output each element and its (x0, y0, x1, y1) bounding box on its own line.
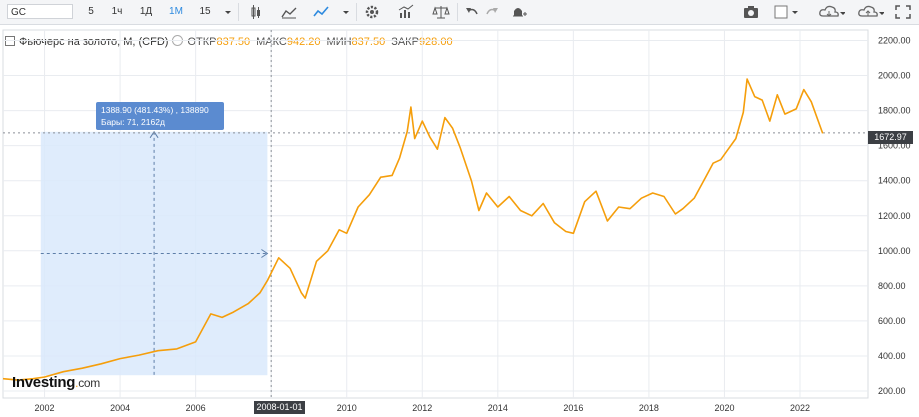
bar-count[interactable]: 15 (199, 6, 211, 17)
x-tick-label: 2018 (639, 403, 659, 413)
logo-suffix: com (78, 376, 100, 390)
x-tick-label: 2022 (790, 403, 810, 413)
measure-tooltip-bars: Бары: 71, 2162д (101, 117, 165, 127)
gear-icon[interactable] (362, 3, 382, 21)
candles-icon[interactable] (246, 3, 266, 21)
x-tick-label: 2012 (412, 403, 432, 413)
interval-1d[interactable]: 1Д (139, 6, 153, 17)
measure-arrow-up (149, 130, 159, 139)
crosshair-price-label: 1672.97 (868, 131, 913, 144)
interval-1h[interactable]: 1ч (111, 6, 123, 17)
legend-settings-icon[interactable] (172, 35, 184, 46)
color-icon[interactable] (772, 3, 800, 21)
y-tick-label: 1800.00 (878, 106, 911, 116)
x-tick-label: 2006 (186, 403, 206, 413)
crosshair-date-label: 2008-01-01 (254, 401, 305, 414)
line-icon[interactable] (311, 3, 331, 21)
line-type-chevron-icon[interactable] (336, 3, 356, 21)
interval-1m[interactable]: 1М (169, 6, 183, 17)
x-tick-label: 2014 (488, 403, 508, 413)
measure-tooltip-change: 1388.90 (481.43%) , 138890 (101, 105, 209, 115)
redo-icon[interactable] (482, 3, 502, 21)
y-tick-label: 400.00 (878, 351, 906, 361)
alert-icon[interactable] (508, 3, 528, 21)
logo-brand: Investing (12, 374, 76, 391)
measure-tooltip: 1388.90 (481.43%) , 138890 Бары: 71, 216… (96, 102, 224, 130)
investing-logo: Investing.com (12, 374, 100, 391)
x-tick-label: 2010 (337, 403, 357, 413)
cloud-download-icon[interactable] (817, 3, 845, 21)
legend-close-value: 928.00 (418, 36, 453, 48)
x-tick-label: 2004 (110, 403, 130, 413)
cloud-upload-icon[interactable] (856, 3, 884, 21)
toolbar-divider (238, 3, 239, 21)
scales-icon[interactable] (431, 3, 451, 21)
legend-title: Фьючерс на золото, М, (CFD) (19, 36, 169, 48)
measure-range (40, 131, 268, 376)
plot-frame (2, 29, 869, 399)
indicators-icon[interactable] (396, 3, 416, 21)
x-tick-label: 2016 (563, 403, 583, 413)
y-tick-label: 1000.00 (878, 246, 911, 256)
fullscreen-icon[interactable] (893, 3, 913, 21)
collapse-legend-icon[interactable] (5, 36, 15, 46)
legend-high-label: МАКС (256, 36, 287, 48)
legend-open-label: ОТКР (187, 36, 217, 48)
toolbar-divider (457, 3, 458, 21)
y-tick-label: 2000.00 (878, 71, 911, 81)
y-tick-label: 600.00 (878, 316, 906, 326)
symbol-input[interactable]: GC (7, 4, 73, 19)
x-tick-label: 2020 (714, 403, 734, 413)
x-tick-label: 2002 (35, 403, 55, 413)
chart-toolbar: GC 5 1ч 1Д 1М 15 (0, 0, 919, 25)
y-tick-label: 1400.00 (878, 176, 911, 186)
legend-low-label: МИН (326, 36, 352, 48)
legend-close-label: ЗАКР (391, 36, 419, 48)
area-icon[interactable] (279, 3, 299, 21)
legend-open-value: 837.50 (216, 36, 251, 48)
camera-icon[interactable] (741, 3, 761, 21)
undo-icon[interactable] (462, 3, 482, 21)
y-tick-label: 1200.00 (878, 211, 911, 221)
y-tick-label: 200.00 (878, 386, 906, 396)
legend-high-value: 942.20 (286, 36, 321, 48)
legend-low-value: 837.50 (351, 36, 386, 48)
y-tick-label: 2200.00 (878, 36, 911, 46)
chart-legend: Фьючерс на золото, М, (CFD) ОТКР837.50 МАК… (5, 35, 459, 48)
measure-arrow-right (261, 249, 269, 258)
toolbar-divider (356, 3, 357, 21)
y-tick-label: 800.00 (878, 281, 906, 291)
interval-5[interactable]: 5 (88, 6, 94, 17)
chevron-down-icon[interactable] (218, 3, 238, 21)
